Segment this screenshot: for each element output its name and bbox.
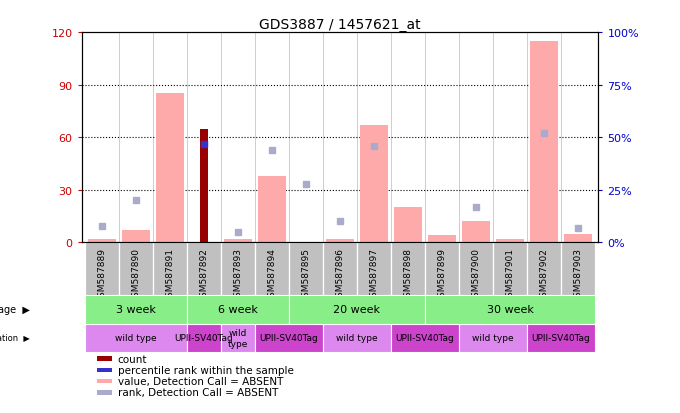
Bar (564, 234, 592, 243)
Bar (428, 236, 456, 243)
FancyBboxPatch shape (391, 324, 459, 352)
Text: value, Detection Call = ABSENT: value, Detection Call = ABSENT (118, 376, 283, 386)
Text: count: count (118, 354, 148, 364)
Text: genotype/variation  ▶: genotype/variation ▶ (0, 334, 30, 342)
Bar (224, 240, 252, 243)
Text: GSM587894: GSM587894 (267, 247, 277, 302)
Bar (122, 230, 150, 243)
Text: wild
type: wild type (228, 328, 248, 348)
Bar (97, 379, 112, 384)
Text: 6 week: 6 week (218, 304, 258, 315)
FancyBboxPatch shape (221, 324, 255, 352)
Text: 20 week: 20 week (333, 304, 381, 315)
Text: GSM587903: GSM587903 (573, 247, 583, 302)
FancyBboxPatch shape (323, 324, 391, 352)
Text: wild type: wild type (115, 334, 157, 342)
Title: GDS3887 / 1457621_at: GDS3887 / 1457621_at (259, 18, 421, 32)
Text: UPII-SV40Tag: UPII-SV40Tag (396, 334, 454, 342)
Bar (394, 208, 422, 243)
FancyBboxPatch shape (119, 243, 153, 295)
Bar (97, 368, 112, 373)
Bar (530, 42, 558, 243)
Text: UPII-SV40Tag: UPII-SV40Tag (175, 334, 233, 342)
Text: GSM587900: GSM587900 (471, 247, 481, 302)
FancyBboxPatch shape (289, 295, 425, 324)
Bar (496, 240, 524, 243)
Text: GSM587897: GSM587897 (369, 247, 379, 302)
FancyBboxPatch shape (425, 243, 459, 295)
Bar (200, 129, 208, 243)
FancyBboxPatch shape (85, 295, 187, 324)
Bar (88, 240, 116, 243)
Text: GSM587892: GSM587892 (199, 247, 209, 302)
Bar (360, 126, 388, 243)
FancyBboxPatch shape (357, 243, 391, 295)
FancyBboxPatch shape (561, 243, 595, 295)
Bar (258, 176, 286, 243)
Text: GSM587902: GSM587902 (539, 247, 549, 302)
Text: wild type: wild type (472, 334, 514, 342)
Bar (97, 356, 112, 361)
Bar (156, 94, 184, 243)
FancyBboxPatch shape (527, 324, 595, 352)
FancyBboxPatch shape (459, 243, 493, 295)
FancyBboxPatch shape (85, 324, 187, 352)
Bar (326, 240, 354, 243)
Text: age  ▶: age ▶ (0, 304, 30, 315)
Text: GSM587896: GSM587896 (335, 247, 345, 302)
Text: 3 week: 3 week (116, 304, 156, 315)
FancyBboxPatch shape (493, 243, 527, 295)
FancyBboxPatch shape (187, 324, 221, 352)
Bar (462, 222, 490, 243)
Text: GSM587895: GSM587895 (301, 247, 311, 302)
FancyBboxPatch shape (187, 295, 289, 324)
Text: GSM587901: GSM587901 (505, 247, 515, 302)
Bar (97, 390, 112, 395)
FancyBboxPatch shape (289, 243, 323, 295)
FancyBboxPatch shape (391, 243, 425, 295)
Text: rank, Detection Call = ABSENT: rank, Detection Call = ABSENT (118, 387, 278, 397)
FancyBboxPatch shape (255, 243, 289, 295)
Text: GSM587891: GSM587891 (165, 247, 175, 302)
Text: wild type: wild type (336, 334, 378, 342)
FancyBboxPatch shape (527, 243, 561, 295)
FancyBboxPatch shape (187, 243, 221, 295)
Text: GSM587890: GSM587890 (131, 247, 141, 302)
FancyBboxPatch shape (459, 324, 527, 352)
Text: UPII-SV40Tag: UPII-SV40Tag (260, 334, 318, 342)
FancyBboxPatch shape (255, 324, 323, 352)
Text: GSM587893: GSM587893 (233, 247, 243, 302)
FancyBboxPatch shape (85, 243, 119, 295)
Text: percentile rank within the sample: percentile rank within the sample (118, 365, 294, 375)
Text: GSM587889: GSM587889 (97, 247, 107, 302)
FancyBboxPatch shape (425, 295, 595, 324)
FancyBboxPatch shape (153, 243, 187, 295)
Text: GSM587898: GSM587898 (403, 247, 413, 302)
Text: 30 week: 30 week (487, 304, 533, 315)
FancyBboxPatch shape (323, 243, 357, 295)
Text: GSM587899: GSM587899 (437, 247, 447, 302)
Text: UPII-SV40Tag: UPII-SV40Tag (532, 334, 590, 342)
FancyBboxPatch shape (221, 243, 255, 295)
